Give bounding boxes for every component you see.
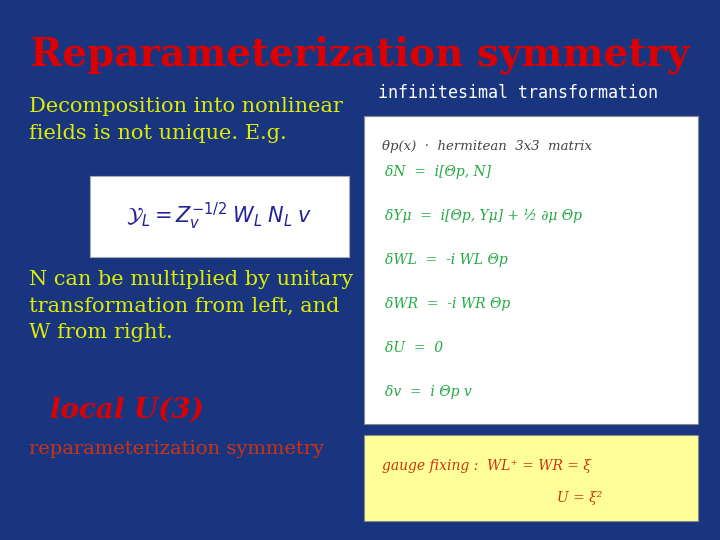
- FancyBboxPatch shape: [90, 176, 349, 256]
- Text: U = ξ²: U = ξ²: [557, 491, 603, 505]
- Text: δYμ  =  i[Θp, Yμ] + ½ ∂μ Θp: δYμ = i[Θp, Yμ] + ½ ∂μ Θp: [385, 209, 582, 223]
- Text: δWL  =  -i WL Θp: δWL = -i WL Θp: [385, 253, 508, 267]
- Text: $\mathcal{Y}_L = Z_v^{-1/2}\;W_L\;N_L\;v$: $\mathcal{Y}_L = Z_v^{-1/2}\;W_L\;N_L\;v…: [126, 200, 313, 232]
- Text: δU  =  0: δU = 0: [385, 341, 444, 355]
- Text: N can be multiplied by unitary
transformation from left, and
W from right.: N can be multiplied by unitary transform…: [29, 270, 353, 342]
- Text: δv  =  i Θp v: δv = i Θp v: [385, 385, 472, 399]
- Text: infinitesimal transformation: infinitesimal transformation: [378, 84, 658, 102]
- Text: δN  =  i[Θp, N]: δN = i[Θp, N]: [385, 165, 491, 179]
- Text: reparameterization symmetry: reparameterization symmetry: [29, 440, 324, 458]
- Text: Reparameterization symmetry: Reparameterization symmetry: [30, 35, 690, 73]
- Text: local U(3): local U(3): [50, 397, 204, 424]
- Text: δWR  =  -i WR Θp: δWR = -i WR Θp: [385, 297, 510, 311]
- Text: θp(x)  ·  hermitean  3x3  matrix: θp(x) · hermitean 3x3 matrix: [382, 140, 592, 153]
- FancyBboxPatch shape: [364, 116, 698, 424]
- Text: Decomposition into nonlinear
fields is not unique. E.g.: Decomposition into nonlinear fields is n…: [29, 97, 343, 143]
- Text: gauge fixing :  WL⁺ = WR = ξ: gauge fixing : WL⁺ = WR = ξ: [382, 459, 590, 472]
- FancyBboxPatch shape: [364, 435, 698, 521]
